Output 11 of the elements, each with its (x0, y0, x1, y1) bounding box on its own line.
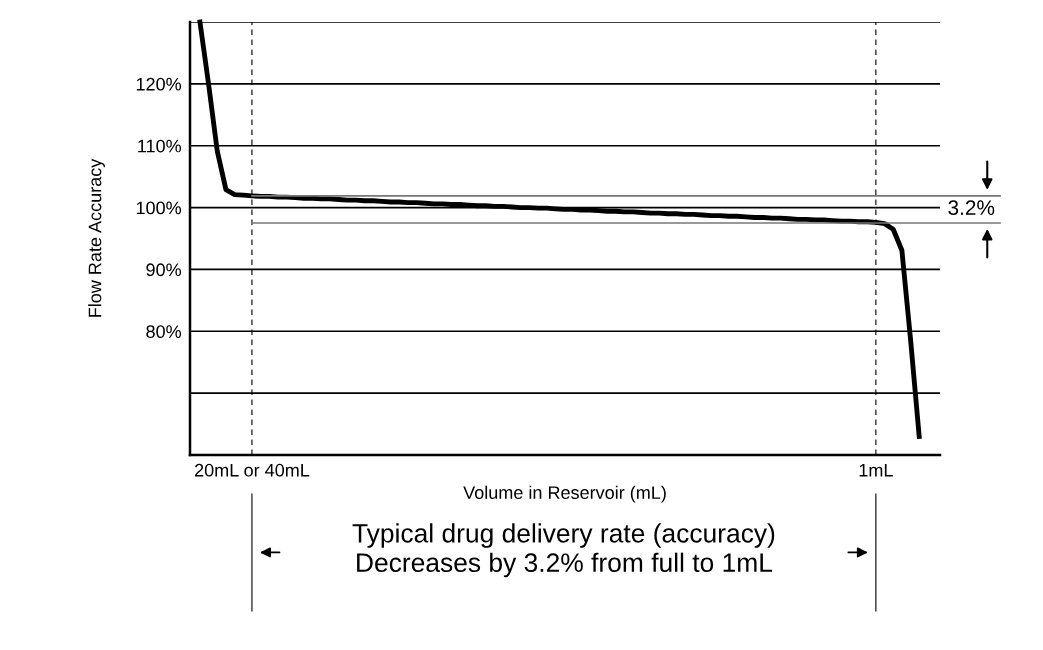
y-tick-label: 80% (146, 325, 182, 339)
x-tick-label: 1mL (859, 464, 893, 477)
y-tick-label: 110% (138, 139, 182, 153)
text: 3.2% (948, 200, 995, 216)
x-tick-label: 20mL or 40mL (195, 463, 310, 477)
text: Typical drug delivery rate (accuracy) Decreases by 3.2% from full to 1mL (352, 523, 775, 578)
y-tick-label: 100% (136, 201, 182, 215)
y-tick-label: 120% (136, 77, 182, 91)
y-axis-title: Flow Rate Accuracy (88, 158, 105, 317)
y-tick-label: 90% (146, 263, 182, 277)
x-axis-title: Volume in Reservoir (mL) (463, 485, 666, 503)
